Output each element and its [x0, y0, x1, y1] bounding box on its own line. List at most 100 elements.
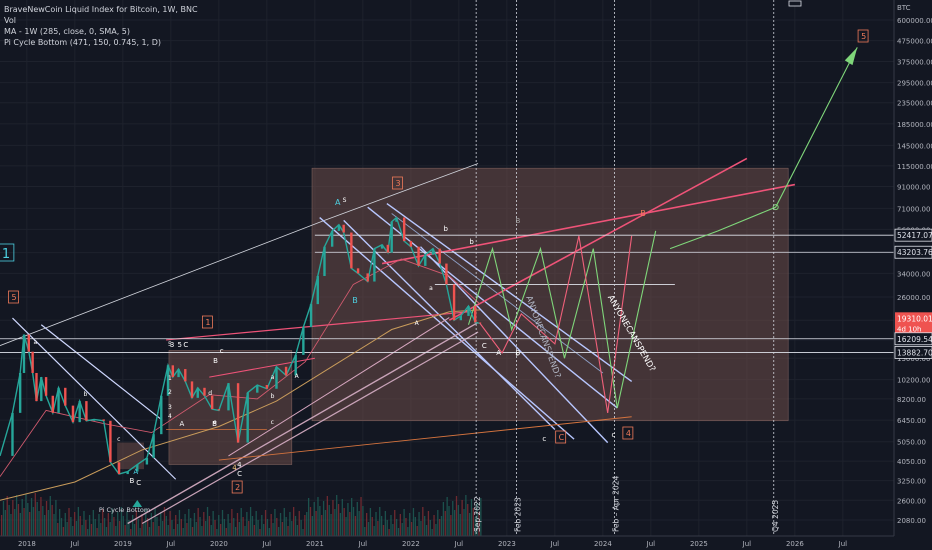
volume-bar	[90, 524, 93, 536]
volume-bar	[401, 523, 403, 536]
volume-bar	[161, 521, 164, 536]
drawing-layer	[0, 47, 894, 525]
candle	[256, 385, 259, 393]
volume-bar	[358, 511, 360, 536]
y-tick-label: 145000.00	[897, 142, 932, 150]
y-tick-label: 4050.00	[897, 458, 926, 466]
volume-bar	[135, 510, 138, 536]
candle	[71, 405, 75, 423]
volume-bar	[287, 526, 289, 536]
candle	[342, 224, 345, 233]
wave-label: d	[208, 390, 212, 397]
panel-toggle-icon[interactable]	[788, 0, 802, 7]
volume-bar	[193, 513, 196, 536]
candle	[445, 263, 448, 285]
volume-bar	[418, 512, 420, 536]
volume-bar	[148, 527, 151, 536]
volume-bar	[57, 523, 59, 536]
candle	[177, 369, 180, 378]
y-tick-label: 2600.00	[897, 497, 926, 505]
x-tick-label: 2024	[594, 540, 612, 548]
candle	[203, 387, 206, 396]
volume-bar	[390, 515, 392, 536]
volume-bar	[225, 528, 227, 536]
candle	[160, 395, 163, 435]
wave-label: 1	[168, 375, 172, 382]
legend-pi: Pi Cycle Bottom (471, 150, 0.745, 1, D)	[4, 38, 161, 47]
y-tick-label: 71000.00	[897, 205, 930, 213]
volume-bar	[424, 516, 426, 536]
volume-bar	[236, 513, 239, 536]
volume-bar	[405, 518, 407, 536]
volume-bar	[158, 526, 160, 536]
y-tick-label: 600000.00	[897, 17, 932, 25]
volume-bar	[246, 512, 248, 536]
projection-green	[467, 230, 657, 409]
x-tick-label: 2023	[498, 540, 516, 548]
projection-red	[479, 235, 633, 413]
level-price-tag[interactable]	[894, 346, 932, 359]
wave-label: 4	[168, 413, 172, 420]
volume-bar	[124, 525, 126, 536]
wave-label: A	[335, 198, 341, 207]
candle	[85, 401, 88, 421]
x-tick-label: Jul	[646, 540, 656, 548]
volume-bar	[395, 519, 398, 536]
volume-bar	[425, 525, 428, 536]
volume-bar	[278, 527, 280, 536]
candle	[452, 284, 456, 321]
wave-label: B	[130, 477, 135, 485]
volume-bar	[414, 517, 416, 536]
volume-bar	[276, 518, 278, 536]
rising-support-3	[228, 317, 450, 457]
volume-bar	[455, 496, 458, 536]
volume-bar	[253, 525, 255, 536]
volume-bar	[34, 493, 36, 536]
volume-bar	[328, 505, 330, 536]
volume-bar	[453, 510, 456, 536]
volume-bar	[126, 511, 128, 536]
volume-bar	[2, 501, 5, 536]
price-tags-layer: 52417.07 43203.76 19310.01 4d 10h 16209.54 13…	[788, 0, 932, 359]
candle	[11, 412, 14, 456]
candle	[380, 244, 384, 249]
volume-bar	[30, 498, 33, 536]
volume-bar	[261, 515, 263, 536]
volume-bar	[105, 527, 108, 536]
candle	[275, 366, 278, 389]
volume-bar	[12, 500, 14, 536]
level-price-tag[interactable]	[894, 332, 932, 346]
volume-bar	[354, 516, 357, 536]
volume-bar	[429, 520, 431, 536]
volume-bar	[263, 524, 265, 536]
wave-label: B	[352, 296, 358, 305]
candle	[27, 334, 30, 352]
wave-label: c	[271, 419, 274, 426]
volume-bar	[163, 507, 166, 536]
volume-bar	[38, 511, 40, 536]
volume-bar	[188, 509, 190, 536]
x-tick-label: 2019	[114, 540, 132, 548]
current-price-tag[interactable]	[895, 312, 932, 335]
volume-bar	[279, 513, 282, 536]
candle	[35, 372, 38, 402]
wave-label: A	[295, 373, 300, 380]
volume-bar	[448, 506, 450, 536]
level-price-value: 16209.54	[897, 335, 932, 344]
candle	[302, 327, 305, 355]
level-price-tag[interactable]	[894, 228, 932, 242]
volume-bar	[337, 504, 340, 536]
wave-label: B	[640, 209, 646, 218]
wave-label: b	[83, 391, 87, 398]
level-price-value: 13882.70	[897, 348, 932, 357]
volume-bar	[292, 507, 295, 536]
volume-bar	[315, 511, 317, 536]
volume-bar	[186, 523, 188, 536]
volume-bar	[321, 515, 323, 536]
volume-bar	[259, 529, 261, 536]
level-price-tag[interactable]	[894, 245, 932, 259]
volume-bar	[25, 494, 27, 536]
volume-bar	[304, 515, 306, 536]
x-tick-label: Jul	[262, 540, 272, 548]
